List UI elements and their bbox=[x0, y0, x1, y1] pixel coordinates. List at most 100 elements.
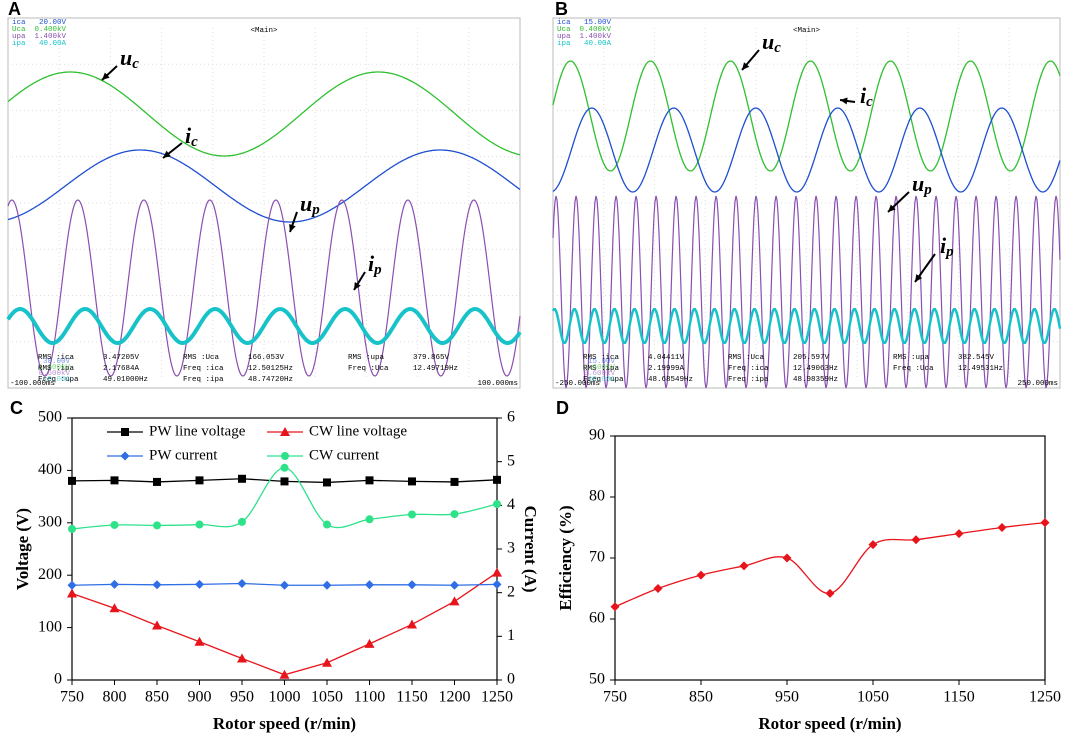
channel-name: ica bbox=[557, 19, 571, 27]
point bbox=[279, 669, 290, 679]
time-start: -250.000ms bbox=[555, 380, 600, 388]
point bbox=[110, 476, 119, 485]
point bbox=[68, 476, 76, 485]
annotation-sub: p bbox=[310, 202, 320, 218]
measure-label: RMS :ipa bbox=[583, 365, 620, 373]
waveform bbox=[551, 307, 1062, 345]
x-tick-label: 850 bbox=[145, 689, 169, 706]
point bbox=[696, 570, 706, 580]
point bbox=[449, 596, 460, 606]
measure-label: Freq :Uca bbox=[348, 365, 389, 373]
point bbox=[110, 579, 119, 589]
legend-label: PW current bbox=[149, 447, 218, 463]
point bbox=[237, 578, 247, 588]
channel-name: ipa bbox=[12, 40, 26, 48]
y-tick-label: 500 bbox=[38, 409, 62, 426]
y-tick-label: 300 bbox=[38, 513, 62, 530]
channel-name: upa bbox=[12, 33, 26, 41]
point bbox=[237, 653, 247, 663]
point bbox=[67, 580, 77, 590]
y2-tick-label: 0 bbox=[507, 671, 515, 688]
scope-view: <Main> bbox=[793, 27, 821, 35]
measure-label: Freq :ipa bbox=[728, 376, 769, 384]
point bbox=[407, 580, 417, 590]
point bbox=[323, 478, 331, 487]
point bbox=[407, 619, 417, 629]
y-tick-label: 60 bbox=[589, 610, 605, 627]
bottom-scale: 0.600kV bbox=[38, 370, 70, 378]
point bbox=[653, 584, 663, 593]
annotation-sub: p bbox=[372, 262, 382, 278]
arrow-head bbox=[840, 97, 848, 105]
y2-tick-label: 2 bbox=[507, 583, 515, 600]
time-end: 250.000ms bbox=[1017, 380, 1058, 388]
x-tick-label: 1150 bbox=[943, 689, 974, 706]
x-tick-label: 1100 bbox=[354, 689, 385, 706]
measure-label: RMS :Uca bbox=[183, 354, 220, 362]
bottom-scale: 30.00V bbox=[43, 358, 71, 366]
annotation-base: u bbox=[120, 45, 132, 70]
measure-value: 12.49531Hz bbox=[958, 365, 1003, 373]
channel-scale: 15.00V bbox=[584, 19, 612, 27]
measure-value: 49.01000Hz bbox=[103, 376, 148, 384]
point bbox=[450, 477, 459, 486]
legend-label: PW line voltage bbox=[149, 423, 246, 439]
point bbox=[782, 553, 792, 563]
measure-value: 166.053V bbox=[248, 354, 285, 362]
point bbox=[365, 515, 374, 524]
annotation-base: u bbox=[300, 191, 312, 216]
x-tick-label: 1250 bbox=[481, 689, 513, 706]
x-tick-label: 1050 bbox=[311, 689, 343, 706]
annotation: ip bbox=[368, 251, 382, 278]
point bbox=[195, 476, 204, 485]
x-tick-label: 1150 bbox=[396, 689, 427, 706]
point bbox=[238, 474, 246, 483]
point bbox=[997, 523, 1007, 532]
point bbox=[68, 524, 76, 533]
waveform bbox=[552, 195, 1061, 389]
measure-value: 379.865V bbox=[413, 354, 450, 362]
annotation: uc bbox=[762, 29, 781, 56]
x-tick-label: 1000 bbox=[269, 689, 301, 706]
panel-label: C bbox=[10, 398, 23, 418]
y-axis-label: Voltage (V) bbox=[13, 508, 32, 590]
point bbox=[408, 510, 416, 519]
measure-value: 205.597V bbox=[793, 354, 830, 362]
channel-scale: 1.400kV bbox=[579, 33, 611, 41]
arrow-head bbox=[742, 62, 750, 70]
annotation-base: i bbox=[368, 251, 375, 276]
waveform bbox=[7, 149, 521, 223]
legend-label: CW current bbox=[309, 447, 380, 463]
point bbox=[153, 521, 161, 530]
arrow-head bbox=[354, 282, 361, 290]
y2-axis-label: Current (A) bbox=[521, 505, 540, 592]
annotation-sub: c bbox=[774, 40, 781, 56]
x-axis-label: Rotor speed (r/min) bbox=[213, 714, 356, 733]
point bbox=[365, 580, 374, 590]
measure-value: 4.04411V bbox=[648, 354, 685, 362]
channel-name: Uca bbox=[12, 26, 26, 34]
annotation: ic bbox=[185, 123, 198, 150]
point bbox=[110, 520, 119, 529]
point bbox=[364, 638, 375, 648]
arrow-head bbox=[289, 224, 296, 232]
series-line bbox=[71, 467, 498, 530]
point bbox=[911, 535, 921, 545]
measure-label: Freq :Uca bbox=[893, 365, 934, 373]
x-tick-label: 1050 bbox=[857, 689, 889, 706]
x-tick-label: 800 bbox=[103, 689, 127, 706]
point bbox=[450, 510, 459, 519]
measure-label: RMS :upa bbox=[893, 354, 930, 362]
annotation-base: u bbox=[912, 171, 924, 196]
channel-scale: 0.400kV bbox=[579, 26, 611, 34]
annotation-base: i bbox=[185, 123, 192, 148]
point bbox=[450, 580, 459, 590]
channel-scale: 40.00A bbox=[584, 40, 612, 48]
measure-value: 48.98359Hz bbox=[793, 376, 838, 384]
channel-scale: 0.400kV bbox=[34, 26, 66, 34]
y-tick-label: 80 bbox=[589, 488, 605, 505]
point bbox=[67, 588, 77, 598]
measure-label: Freq :ipa bbox=[183, 376, 224, 384]
